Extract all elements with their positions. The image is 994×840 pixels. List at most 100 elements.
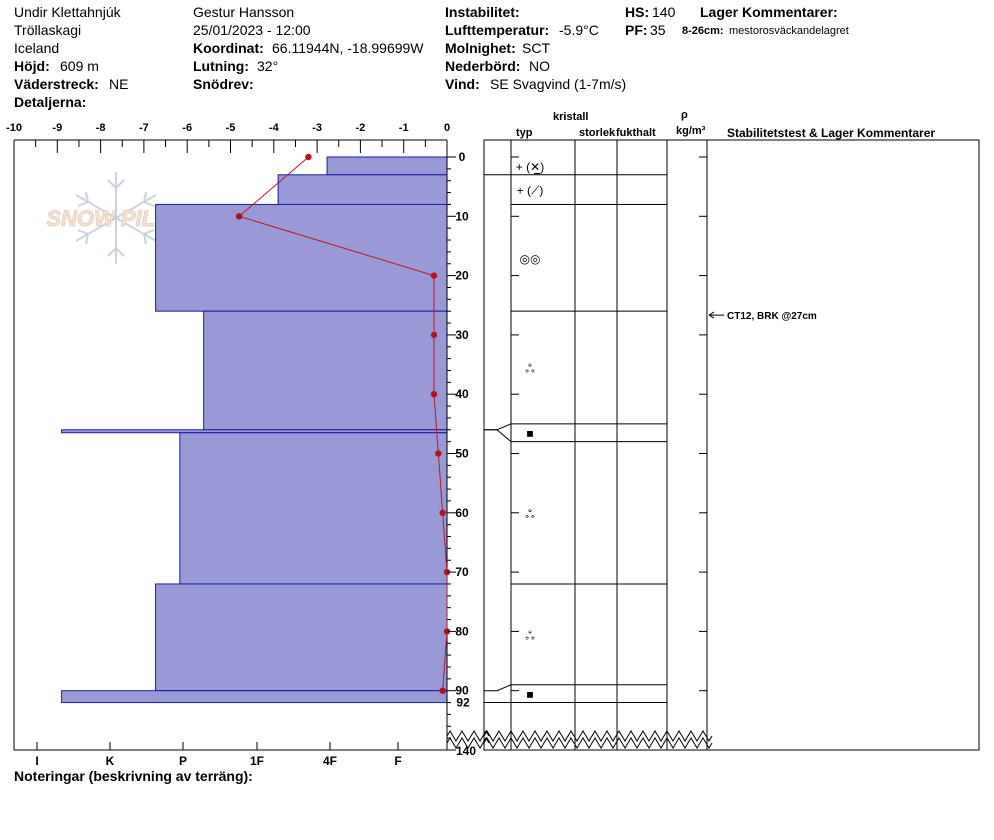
temp-tick-label: -9: [52, 122, 62, 134]
temperature-point: [430, 331, 438, 339]
moisture-header: fukthalt: [616, 127, 656, 139]
aspect-label: Väderstreck:: [14, 76, 99, 92]
grain-type-symbol: ■: [526, 427, 533, 441]
instability-label: Instabilitet:: [445, 4, 520, 20]
temp-tick-label: -6: [182, 122, 192, 134]
depth-tick-label: 70: [455, 565, 469, 579]
temperature-axis: -10 -9 -8 -7 -6 -5 -4 -3 -2 -1 0: [6, 122, 450, 751]
hardness-bar: [61, 690, 448, 704]
precip-value: NO: [529, 58, 550, 74]
hs-label: HS:: [625, 4, 650, 20]
temp-tick-label: -1: [399, 122, 409, 134]
drift-label: Snödrev:: [193, 76, 254, 92]
hardness-bar: [326, 156, 448, 176]
wind-label: Vind:: [445, 76, 480, 92]
depth-max-label: 140: [456, 744, 476, 758]
stability-arrow-head: [708, 311, 715, 319]
elevation-value: 609 m: [60, 58, 99, 74]
hardness-bar: [203, 310, 448, 431]
observer-name: Gestur Hansson: [193, 4, 295, 20]
hardness-tick-label: 4F: [323, 754, 337, 768]
layer-comment-range: 8-26cm:: [682, 25, 724, 37]
hardness-bar: [155, 203, 448, 312]
pf-value: 35: [650, 22, 666, 38]
precip-label: Nederbörd:: [445, 58, 521, 74]
temperature-point: [430, 272, 438, 279]
temperature-point: [435, 450, 442, 457]
temp-tick-label: -3: [312, 122, 322, 134]
depth-tick-label: 60: [455, 506, 469, 520]
location-name: Undir Klettahnjúk: [14, 4, 121, 20]
depth-tick-label: 30: [455, 328, 469, 342]
temp-tick-label: -5: [226, 122, 236, 134]
stability-test-label: CT12, BRK @27cm: [727, 311, 817, 322]
temperature-point: [439, 509, 446, 516]
hardness-tick-label: P: [179, 754, 187, 768]
axis-break-zigzag: [446, 730, 490, 742]
depth-tick-label: 10: [455, 209, 469, 223]
hardness-axis: I K P 1F 4F F: [35, 742, 402, 768]
hardness-tick-label: K: [106, 754, 115, 768]
temp-tick-label: -10: [6, 122, 22, 134]
crystal-header: kristall: [553, 111, 589, 123]
layer-table-frame: [483, 139, 980, 751]
grain-type-symbol: ஃ: [525, 362, 535, 376]
slope-value: 32°: [257, 58, 279, 74]
hardness-bar: [179, 432, 448, 585]
grain-type-symbol: ■: [526, 688, 533, 702]
details-label: Detaljerna:: [14, 94, 87, 110]
temp-tick-label: -4: [269, 122, 280, 134]
temperature-point: [305, 153, 312, 161]
hardness-tick-label: I: [35, 754, 38, 768]
table-break-zigzag: [483, 730, 713, 742]
observation-datetime: 25/01/2023 - 12:00: [193, 22, 311, 38]
hardness-tick-label: F: [394, 754, 401, 768]
hardness-tick-label: 1F: [250, 754, 264, 768]
grain-type-symbol: ஃ: [525, 628, 535, 642]
axis-break-zigzag: [446, 737, 490, 749]
depth-tick-label: 90: [455, 684, 469, 698]
depth-tick-label: 0: [459, 150, 466, 164]
stability-header: Stabilitetstest & Lager Kommentarer: [727, 126, 936, 140]
country-name: Iceland: [14, 40, 60, 56]
hardness-bar: [277, 174, 448, 205]
size-header: storlek: [579, 127, 616, 139]
type-header: typ: [516, 127, 533, 139]
area-name: Tröllaskagi: [14, 22, 82, 38]
grain-type-symbol: ஃ: [525, 507, 535, 521]
temperature-point: [235, 213, 243, 220]
grain-type-symbol: ◎◎: [520, 252, 541, 266]
density-unit: kg/m³: [676, 125, 706, 137]
depth-tick-label: 20: [455, 269, 469, 283]
temp-tick-label: -8: [96, 122, 106, 134]
slope-label: Lutning:: [193, 58, 249, 74]
wind-value: SE Svagvind (1-7m/s): [490, 76, 627, 92]
layer-comment-text: mestorosväckandelagret: [729, 25, 849, 37]
temp-tick-label: 0: [444, 122, 450, 134]
air-temp-value: -5.9°C: [559, 22, 599, 38]
elevation-label: Höjd:: [14, 58, 50, 74]
hardness-bar: [155, 583, 448, 692]
notes-label: Noteringar (beskrivning av terräng):: [14, 768, 253, 784]
temp-tick-label: -2: [356, 122, 366, 134]
depth-total-label: 92: [456, 696, 470, 710]
sky-value: SCT: [522, 40, 550, 56]
layer-connector-line: [484, 684, 512, 692]
coordinate-value: 66.11944N, -18.99699W: [272, 40, 424, 56]
pf-label: PF:: [625, 22, 648, 38]
table-break-zigzag: [483, 737, 713, 749]
temp-tick-label: -7: [139, 122, 149, 134]
temperature-point: [439, 687, 446, 694]
density-symbol: ρ: [681, 109, 688, 121]
grain-type-symbol: + (✕̲): [516, 160, 544, 174]
depth-tick-label: 50: [455, 447, 469, 461]
aspect-value: NE: [109, 76, 129, 92]
air-temp-label: Lufttemperatur:: [445, 22, 550, 38]
grain-type-symbol: + (⟋): [517, 184, 544, 198]
layer-table: + (✕̲) + (⟋) ◎◎ ஃ ■ ஃ ஃ ■ CT12, BRK @27cm: [446, 139, 980, 751]
coordinate-label: Koordinat:: [193, 40, 264, 56]
layer-connector-line: [484, 429, 512, 443]
layer-connector-line: [484, 423, 512, 431]
hs-value: 140: [652, 4, 676, 20]
